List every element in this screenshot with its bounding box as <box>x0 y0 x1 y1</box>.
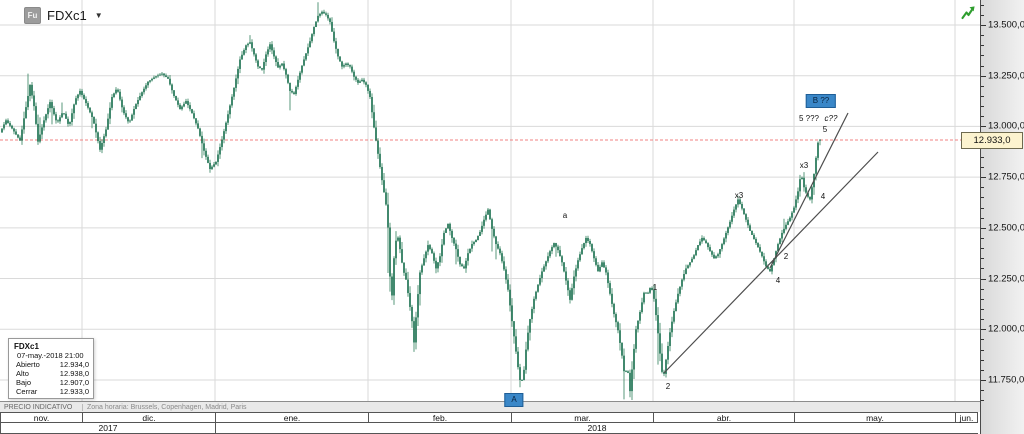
infobox-low-row: Bajo 12.907,0 <box>16 378 89 387</box>
price-axis-tick <box>981 329 986 331</box>
month-cell-ene[interactable]: ene. <box>215 412 368 423</box>
wave-label: x3 <box>799 161 809 170</box>
price-axis-tick <box>981 308 984 310</box>
time-axis-months[interactable]: nov. dic. ene. feb. mar. abr. may. jun. <box>0 412 980 423</box>
last-price-tag: 12.933,0 <box>961 132 1023 149</box>
price-axis-tick <box>981 217 984 219</box>
wave-label: 2 <box>783 252 789 261</box>
status-bar: PRECIO INDICATIVO Zona horaria: Brussels… <box>0 401 980 412</box>
month-cell-abr[interactable]: abr. <box>653 412 794 423</box>
price-axis-tick <box>981 177 986 179</box>
price-axis-tick <box>981 85 984 87</box>
price-axis-label: 11.750,0 <box>988 374 1024 386</box>
price-axis-label: 13.000,0 <box>988 120 1024 132</box>
price-axis-tick <box>981 349 984 351</box>
price-axis-label: 12.750,0 <box>988 171 1024 183</box>
candlestick-chart[interactable]: B ?? A 5 ??? c?? 5 x3 4 x3 2 4 a 1 2 <box>0 0 980 407</box>
month-cell-jun[interactable]: jun. <box>955 412 978 423</box>
infobox-title: FDXc1 <box>14 342 39 351</box>
price-axis-tick <box>981 227 986 229</box>
month-cell-nov[interactable]: nov. <box>0 412 82 423</box>
infobox-high-row: Alto 12.938,0 <box>16 369 89 378</box>
price-axis-tick <box>981 359 984 361</box>
price-axis-tick <box>981 258 984 260</box>
price-axis-tick <box>981 379 986 381</box>
month-cell-mar[interactable]: mar. <box>511 412 653 423</box>
price-axis-label: 12.000,0 <box>988 323 1024 335</box>
price-axis-tick <box>981 278 986 280</box>
wave-label: 4 <box>820 192 826 201</box>
price-axis-tick <box>981 156 984 158</box>
year-cell-2018[interactable]: 2018 <box>215 423 978 434</box>
infobox-close-row: Cerrar 12.933,0 <box>16 387 89 396</box>
price-axis-tick <box>981 187 984 189</box>
price-axis-tick <box>981 339 984 341</box>
price-axis-tick <box>981 95 984 97</box>
price-axis-label: 13.500,0 <box>988 19 1024 31</box>
infobox-datetime: 07-may.-2018 21:00 <box>17 351 84 360</box>
chart-canvas[interactable] <box>0 0 980 401</box>
month-cell-dic[interactable]: dic. <box>82 412 215 423</box>
price-axis-tick <box>981 45 984 47</box>
month-cell-may[interactable]: may. <box>794 412 955 423</box>
trend-arrow-icon[interactable] <box>961 5 976 20</box>
indicative-price-label: PRECIO INDICATIVO <box>0 403 83 411</box>
price-axis-tick <box>981 268 984 270</box>
price-axis-tick <box>981 197 984 199</box>
price-axis-tick <box>981 298 984 300</box>
instrument-header[interactable]: Fu FDXc1 ▼ <box>24 6 103 24</box>
price-axis-tick <box>981 35 984 37</box>
price-axis-tick <box>981 288 984 290</box>
symbol-label: FDXc1 <box>47 7 87 23</box>
time-axis-years[interactable]: 2017 2018 <box>0 423 980 434</box>
price-axis-tick <box>981 25 986 26</box>
price-axis[interactable]: 13.500,0 13.250,0 13.000,0 12.750,0 12.500,0… <box>980 0 1024 434</box>
wave-label: a <box>562 211 568 220</box>
chevron-down-icon[interactable]: ▼ <box>94 10 103 20</box>
instrument-type-icon: Fu <box>24 6 41 24</box>
price-axis-tick <box>981 248 984 250</box>
price-axis-label: 12.500,0 <box>988 222 1024 234</box>
price-axis-tick <box>981 400 984 402</box>
price-axis-tick <box>981 116 984 118</box>
price-axis-tick <box>981 65 984 67</box>
price-axis-label: 12.250,0 <box>988 273 1024 285</box>
wave-label: 5 ??? <box>798 114 820 123</box>
price-axis-tick <box>981 166 984 168</box>
price-axis-tick <box>981 369 984 371</box>
price-axis-tick <box>981 390 984 392</box>
wave-label: 5 <box>822 125 828 134</box>
timezone-label: Zona horaria: Brussels, Copenhagen, Madr… <box>87 403 247 411</box>
wave-label: 2 <box>665 382 671 391</box>
wave-label: 1 <box>652 283 658 292</box>
price-axis-tick <box>981 126 986 128</box>
wave-label: 4 <box>775 276 781 285</box>
price-axis-tick <box>981 4 984 6</box>
wave-label: c?? <box>824 114 838 123</box>
price-axis-tick <box>981 319 984 321</box>
price-axis-label: 13.250,0 <box>988 70 1024 82</box>
wave-label-box: A <box>504 393 524 407</box>
wave-label: x3 <box>734 191 744 200</box>
month-cell-feb[interactable]: feb. <box>368 412 511 423</box>
price-axis-tick <box>981 75 986 77</box>
price-axis-tick <box>981 106 984 108</box>
wave-label-box: B ?? <box>805 94 837 108</box>
infobox-open-row: Abierto 12.934,0 <box>16 360 89 369</box>
price-axis-tick <box>981 207 984 209</box>
year-cell-2017[interactable]: 2017 <box>0 423 215 434</box>
price-axis-tick <box>981 14 984 16</box>
ohlc-info-box: FDXc1 07-may.-2018 21:00 Abierto 12.934,0… <box>8 338 94 399</box>
price-axis-tick <box>981 237 984 239</box>
price-axis-tick <box>981 55 984 57</box>
